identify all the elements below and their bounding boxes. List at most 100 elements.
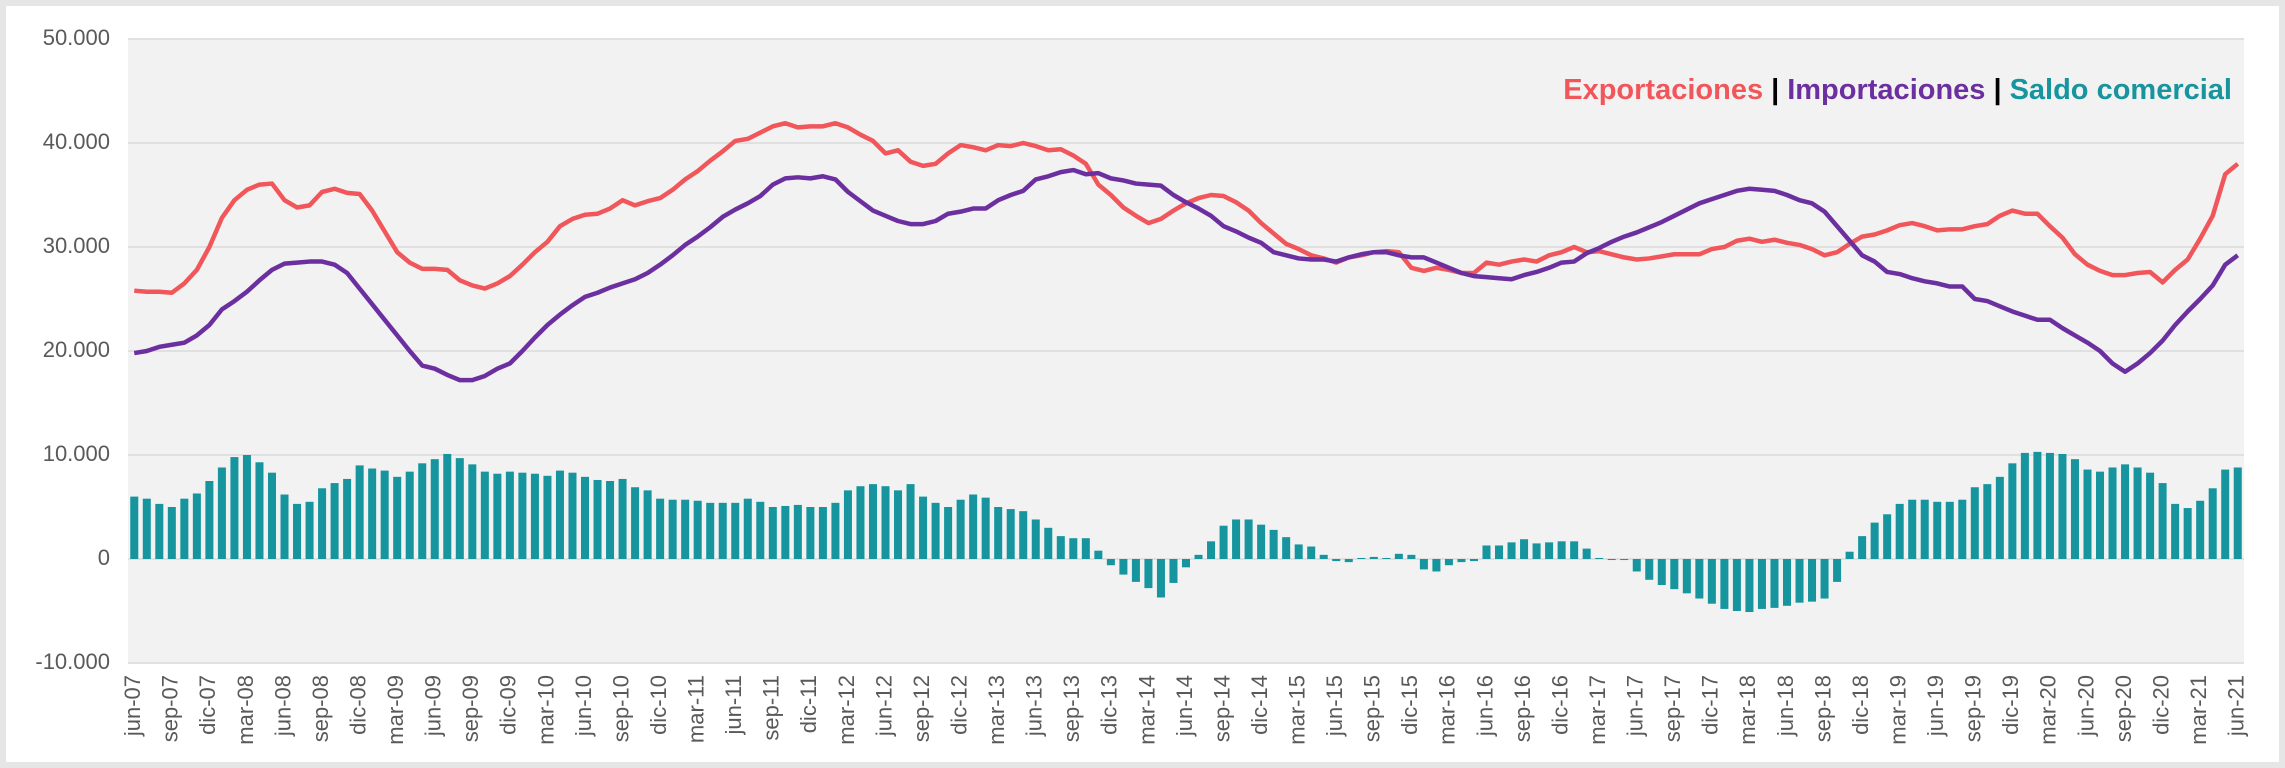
- bar: [1169, 559, 1178, 583]
- bar: [693, 500, 702, 559]
- bar: [2233, 467, 2242, 559]
- y-tick-label: 50.000: [43, 25, 110, 50]
- bar: [643, 490, 652, 559]
- bar: [2171, 503, 2180, 559]
- x-tick-label: sep-08: [308, 675, 333, 742]
- bar: [2045, 452, 2054, 559]
- x-tick-label: mar-09: [383, 675, 408, 745]
- bar: [2121, 464, 2130, 559]
- x-tick-label: sep-17: [1660, 675, 1685, 742]
- bar: [1444, 559, 1453, 566]
- bar: [1106, 559, 1115, 566]
- bar: [443, 453, 452, 559]
- y-tick-label: 0: [98, 545, 110, 570]
- bar: [1469, 559, 1478, 562]
- legend-entry: Exportaciones: [1563, 74, 1763, 106]
- bar: [1895, 503, 1904, 559]
- bar: [305, 501, 314, 559]
- y-tick-label: 10.000: [43, 441, 110, 466]
- bar: [1858, 536, 1867, 559]
- bar: [155, 503, 164, 559]
- x-tick-label: mar-10: [533, 675, 558, 745]
- bar: [1482, 545, 1491, 559]
- bar: [706, 502, 715, 559]
- x-tick-label: dic-08: [345, 675, 370, 735]
- legend: Exportaciones | Importaciones | Saldo comerc…: [1563, 74, 2232, 106]
- bar: [1645, 559, 1654, 580]
- legend-entry: Importaciones: [1787, 74, 1985, 106]
- bar: [330, 483, 339, 559]
- bar: [2221, 469, 2230, 559]
- bar: [793, 504, 802, 559]
- bar: [418, 463, 427, 559]
- bar: [2008, 463, 2017, 559]
- bar: [2096, 471, 2105, 559]
- bar: [1332, 559, 1341, 562]
- bar: [756, 501, 765, 559]
- bar: [1557, 541, 1566, 559]
- bar: [455, 458, 464, 559]
- bar: [1181, 559, 1191, 568]
- bar: [856, 486, 865, 559]
- bar: [167, 507, 176, 559]
- bar: [355, 465, 364, 559]
- bar: [405, 471, 414, 559]
- bar: [1845, 551, 1854, 559]
- bar: [981, 497, 990, 559]
- bar: [318, 488, 327, 559]
- bar: [2033, 451, 2042, 559]
- line: [133, 167, 2240, 383]
- x-tick-label: dic-13: [1097, 675, 1122, 735]
- x-tick-label: jun-21: [2224, 675, 2249, 737]
- legend-separator: |: [1771, 74, 1779, 106]
- bar: [1933, 501, 1942, 559]
- bar: [1257, 524, 1266, 559]
- bar: [656, 498, 665, 559]
- bar: [843, 490, 852, 559]
- x-tick-label: jun-07: [120, 675, 145, 737]
- x-tick-label: mar-21: [2186, 675, 2211, 745]
- bar: [1607, 559, 1616, 561]
- x-tick-label: mar-14: [1134, 675, 1159, 745]
- bar: [255, 462, 264, 559]
- bar: [280, 494, 289, 559]
- x-tick-label: jun-10: [571, 675, 596, 737]
- bar: [1119, 559, 1128, 575]
- bar: [1707, 559, 1716, 604]
- bar: [1958, 499, 1967, 559]
- bar: [1657, 559, 1666, 585]
- bar: [1520, 539, 1529, 559]
- bar: [1044, 527, 1053, 559]
- bar: [1282, 537, 1291, 559]
- x-tick-label: jun-12: [871, 675, 896, 737]
- x-tick-label: dic-20: [2148, 675, 2173, 735]
- bar: [1319, 554, 1328, 559]
- bar: [1081, 538, 1090, 559]
- bar: [2058, 453, 2067, 559]
- bar: [1908, 499, 1917, 559]
- bar: [1970, 487, 1979, 559]
- bar: [1419, 559, 1428, 570]
- legend-separator: |: [1993, 74, 2001, 106]
- bar: [1019, 511, 1028, 559]
- bar: [906, 484, 915, 559]
- bar: [480, 471, 489, 559]
- bar: [1870, 522, 1879, 559]
- y-tick-label: 40.000: [43, 129, 110, 154]
- bar: [1244, 519, 1253, 559]
- x-tick-label: mar-17: [1585, 675, 1610, 745]
- bar: [818, 507, 827, 559]
- x-tick-label: mar-18: [1735, 675, 1760, 745]
- bar: [1983, 484, 1992, 559]
- bar: [1069, 538, 1078, 559]
- x-tick-label: dic-19: [1998, 675, 2023, 735]
- bar: [530, 473, 539, 559]
- bar: [1757, 559, 1766, 609]
- bar: [393, 476, 402, 559]
- bar: [1532, 543, 1541, 559]
- bar: [743, 498, 752, 559]
- x-tick-label: dic-07: [195, 675, 220, 735]
- bar: [1269, 529, 1278, 559]
- bar: [831, 502, 840, 559]
- bar: [1670, 559, 1679, 590]
